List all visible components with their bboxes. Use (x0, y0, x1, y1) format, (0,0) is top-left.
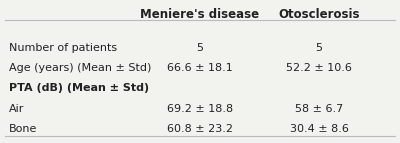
Text: 30.4 ± 8.6: 30.4 ± 8.6 (290, 124, 349, 134)
Text: Bone: Bone (9, 124, 38, 134)
Text: 5: 5 (196, 43, 204, 53)
Text: 60.8 ± 23.2: 60.8 ± 23.2 (167, 124, 233, 134)
Text: Age (years) (Mean ± Std): Age (years) (Mean ± Std) (9, 63, 152, 73)
Text: Otosclerosis: Otosclerosis (278, 8, 360, 21)
Text: Air: Air (9, 104, 25, 114)
Text: 52.2 ± 10.6: 52.2 ± 10.6 (286, 63, 352, 73)
Text: 5: 5 (316, 43, 323, 53)
Text: 58 ± 6.7: 58 ± 6.7 (295, 104, 343, 114)
Text: 69.2 ± 18.8: 69.2 ± 18.8 (167, 104, 233, 114)
Text: Number of patients: Number of patients (9, 43, 118, 53)
Text: Meniere's disease: Meniere's disease (140, 8, 260, 21)
Text: 66.6 ± 18.1: 66.6 ± 18.1 (167, 63, 233, 73)
Text: PTA (dB) (Mean ± Std): PTA (dB) (Mean ± Std) (9, 83, 150, 93)
